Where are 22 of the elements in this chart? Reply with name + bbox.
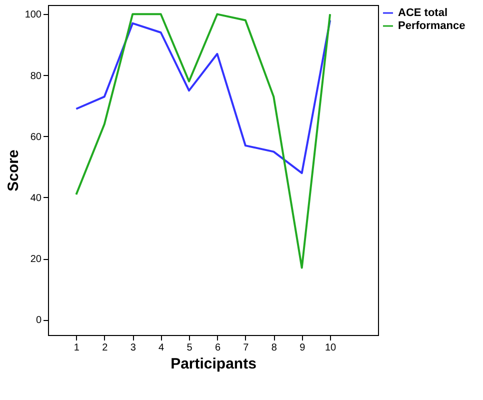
line-series: [75, 19, 332, 174]
x-tick-label: 1: [74, 342, 80, 354]
y-tick-label: 0: [36, 315, 42, 326]
x-tick-label: 2: [102, 342, 108, 354]
x-tick-label: 8: [271, 342, 278, 354]
legend-label: ACE total: [398, 7, 448, 19]
legend-label: Performance: [398, 20, 466, 32]
line-series: [75, 13, 332, 269]
x-tick-label: 9: [300, 342, 306, 354]
x-tick-label: 4: [158, 342, 165, 354]
y-tick-label: 100: [24, 10, 42, 21]
y-tick-label: 20: [30, 254, 42, 266]
y-tick-label: 80: [30, 70, 42, 82]
y-tick-label: 40: [30, 193, 42, 204]
x-axis-title: Participants: [170, 356, 256, 372]
x-tick-label: 10: [324, 342, 337, 354]
x-tick-label: 7: [243, 342, 250, 354]
y-tick-label: 60: [30, 132, 42, 143]
y-axis-title: Score: [4, 150, 22, 192]
x-tick-label: 5: [186, 342, 193, 354]
x-tick-label: 3: [130, 342, 136, 354]
x-tick-label: 6: [214, 342, 221, 354]
